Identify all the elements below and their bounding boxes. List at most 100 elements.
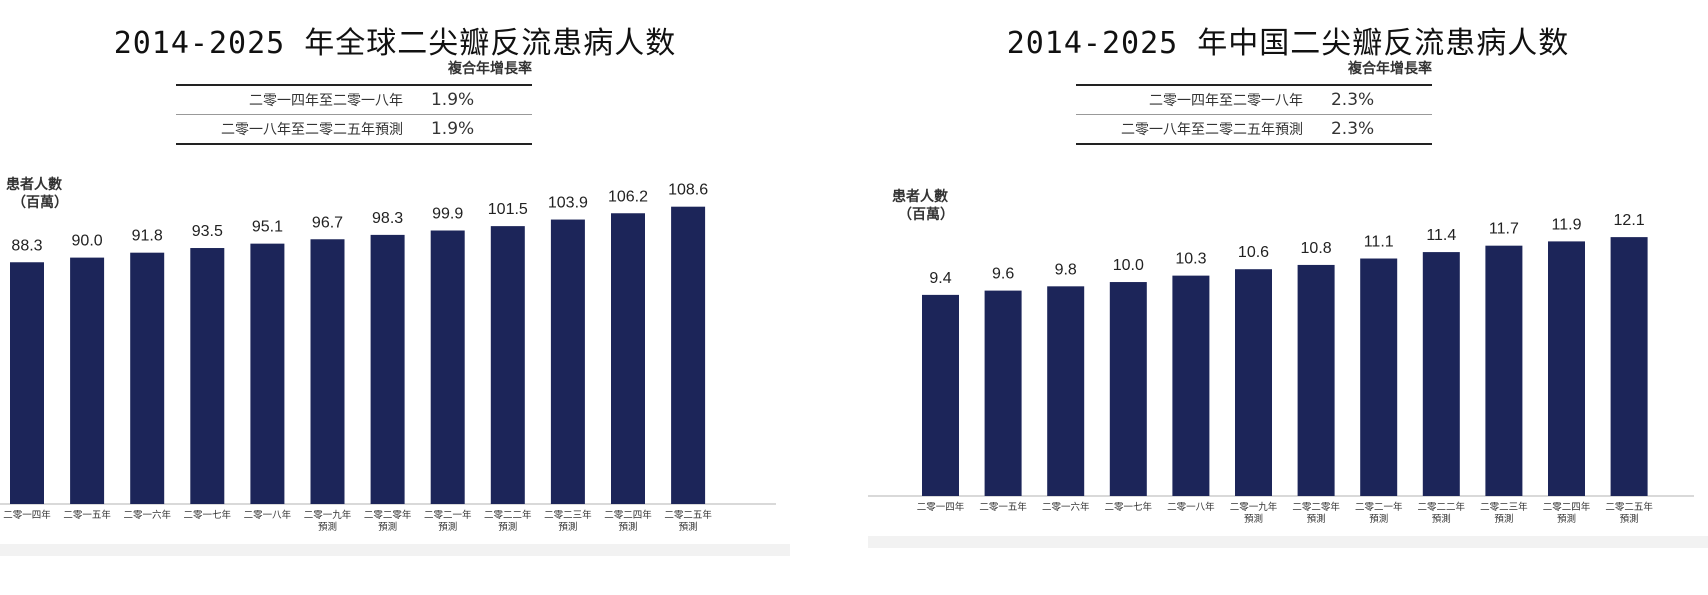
data-label: 91.8	[132, 228, 163, 245]
category-label: 二零二四年	[1543, 501, 1591, 513]
data-label: 108.6	[668, 182, 708, 199]
category-label: 二零一四年	[917, 501, 965, 513]
bar	[1422, 252, 1460, 496]
category-label: 預測	[679, 521, 698, 533]
bar	[1610, 237, 1648, 496]
category-label: 二零一九年	[304, 509, 352, 521]
bar	[611, 213, 645, 504]
category-label: 預測	[1244, 513, 1263, 525]
bar	[1297, 264, 1335, 496]
footer-strip	[0, 544, 790, 556]
data-label: 90.0	[72, 233, 103, 250]
data-label: 10.3	[1175, 251, 1206, 268]
bar	[671, 206, 706, 504]
category-label: 二零二五年	[1605, 501, 1653, 513]
data-label: 11.4	[1426, 227, 1456, 244]
bar	[550, 219, 585, 504]
global-chart-panel: 2014-2025 年全球二尖瓣反流患病人数 複合年增長率 二零一四年至二零一八…	[0, 0, 790, 595]
data-label: 12.1	[1614, 212, 1645, 229]
y-axis-label: 患者人數 （百萬）	[6, 176, 68, 212]
category-label: 二零一七年	[184, 509, 232, 521]
data-label: 95.1	[252, 219, 283, 236]
cagr-period: 二零一八年至二零二五年預測	[176, 114, 431, 145]
cagr-period: 二零一四年至二零一八年	[1076, 84, 1331, 115]
category-label: 二零一五年	[979, 501, 1027, 513]
bar	[1172, 275, 1210, 496]
y-axis-label: 患者人數 （百萬）	[892, 188, 954, 224]
bar	[490, 226, 525, 504]
category-label: 預測	[1620, 513, 1639, 525]
category-label: 預測	[498, 521, 517, 533]
category-label: 二零一七年	[1105, 501, 1153, 513]
category-label: 預測	[438, 521, 457, 533]
category-label: 二零一五年	[63, 509, 111, 521]
cagr-period: 二零一四年至二零一八年	[176, 84, 431, 115]
category-label: 二零一四年	[3, 509, 51, 521]
y-axis-title: 患者人數	[6, 177, 62, 193]
bar	[310, 239, 345, 505]
data-label: 9.8	[1055, 261, 1077, 278]
data-label: 9.4	[929, 270, 951, 287]
category-label: 二零二零年	[1292, 501, 1340, 513]
data-label: 9.6	[992, 266, 1014, 283]
category-label: 預測	[378, 521, 397, 533]
category-label: 二零一九年	[1230, 501, 1278, 513]
category-label: 預測	[1369, 513, 1388, 525]
data-label: 10.0	[1113, 257, 1144, 274]
cagr-header: 複合年增長率	[1348, 61, 1432, 77]
category-label: 預測	[1494, 513, 1513, 525]
data-label: 99.9	[432, 206, 463, 223]
bar	[10, 262, 44, 504]
chart-title: 2014-2025 年全球二尖瓣反流患病人数	[113, 26, 677, 61]
data-label: 93.5	[192, 223, 223, 240]
bar	[922, 294, 959, 496]
bar	[1360, 258, 1398, 496]
category-label: 預測	[618, 521, 637, 533]
bar	[984, 290, 1022, 496]
bar-plot: 9.4 二零一四年 9.6 二零一五年 9.8 二零一六年 10.0 二零一七年 10.3 二零一…	[868, 212, 1708, 548]
data-label: 96.7	[312, 214, 343, 231]
category-label: 二零二二年	[1418, 501, 1466, 513]
data-label: 11.1	[1364, 234, 1394, 251]
bar	[370, 234, 405, 504]
bar	[1235, 269, 1272, 496]
cagr-table: 複合年增長率 二零一四年至二零一八年 1.9% 二零一八年至二零二五年預測 1.…	[176, 58, 532, 145]
bar	[1548, 241, 1585, 496]
category-label: 預測	[1432, 513, 1451, 525]
data-label: 11.7	[1489, 221, 1519, 238]
category-label: 二零二三年	[544, 509, 592, 521]
data-label: 103.9	[548, 195, 588, 212]
bar	[130, 252, 165, 504]
bar	[250, 243, 285, 504]
category-label: 二零二三年	[1480, 501, 1528, 513]
y-axis-unit: （百萬）	[12, 195, 68, 211]
data-label: 11.9	[1552, 216, 1582, 233]
bar	[1109, 282, 1147, 496]
category-label: 二零二零年	[364, 509, 412, 521]
category-label: 二零二四年	[604, 509, 652, 521]
y-axis-unit: （百萬）	[898, 207, 954, 223]
category-label: 二零二一年	[424, 509, 472, 521]
cagr-rate: 1.9%	[430, 84, 532, 115]
category-label: 預測	[558, 521, 577, 533]
cagr-rate: 2.3%	[1330, 114, 1432, 145]
category-label: 二零一八年	[244, 509, 292, 521]
bar	[190, 248, 225, 504]
data-label: 98.3	[372, 210, 403, 227]
chart-title: 2014-2025 年中国二尖瓣反流患病人数	[1006, 26, 1570, 61]
cagr-header: 複合年增長率	[448, 61, 532, 77]
category-label: 預測	[318, 521, 337, 533]
category-label: 二零一六年	[1042, 501, 1090, 513]
bar	[1485, 245, 1523, 496]
data-label: 10.6	[1238, 244, 1269, 261]
data-label: 88.3	[11, 237, 42, 254]
china-chart-panel: 2014-2025 年中国二尖瓣反流患病人数 複合年增長率 二零一四年至二零一八…	[868, 0, 1708, 595]
bar	[430, 230, 465, 504]
category-label: 二零二五年	[664, 509, 712, 521]
cagr-period: 二零一八年至二零二五年預測	[1076, 114, 1331, 145]
cagr-table: 複合年增長率 二零一四年至二零一八年 2.3% 二零一八年至二零二五年預測 2.…	[1076, 58, 1432, 145]
category-label: 二零一八年	[1167, 501, 1215, 513]
category-label: 二零二一年	[1355, 501, 1403, 513]
category-label: 二零一六年	[123, 509, 171, 521]
data-label: 106.2	[608, 188, 648, 205]
